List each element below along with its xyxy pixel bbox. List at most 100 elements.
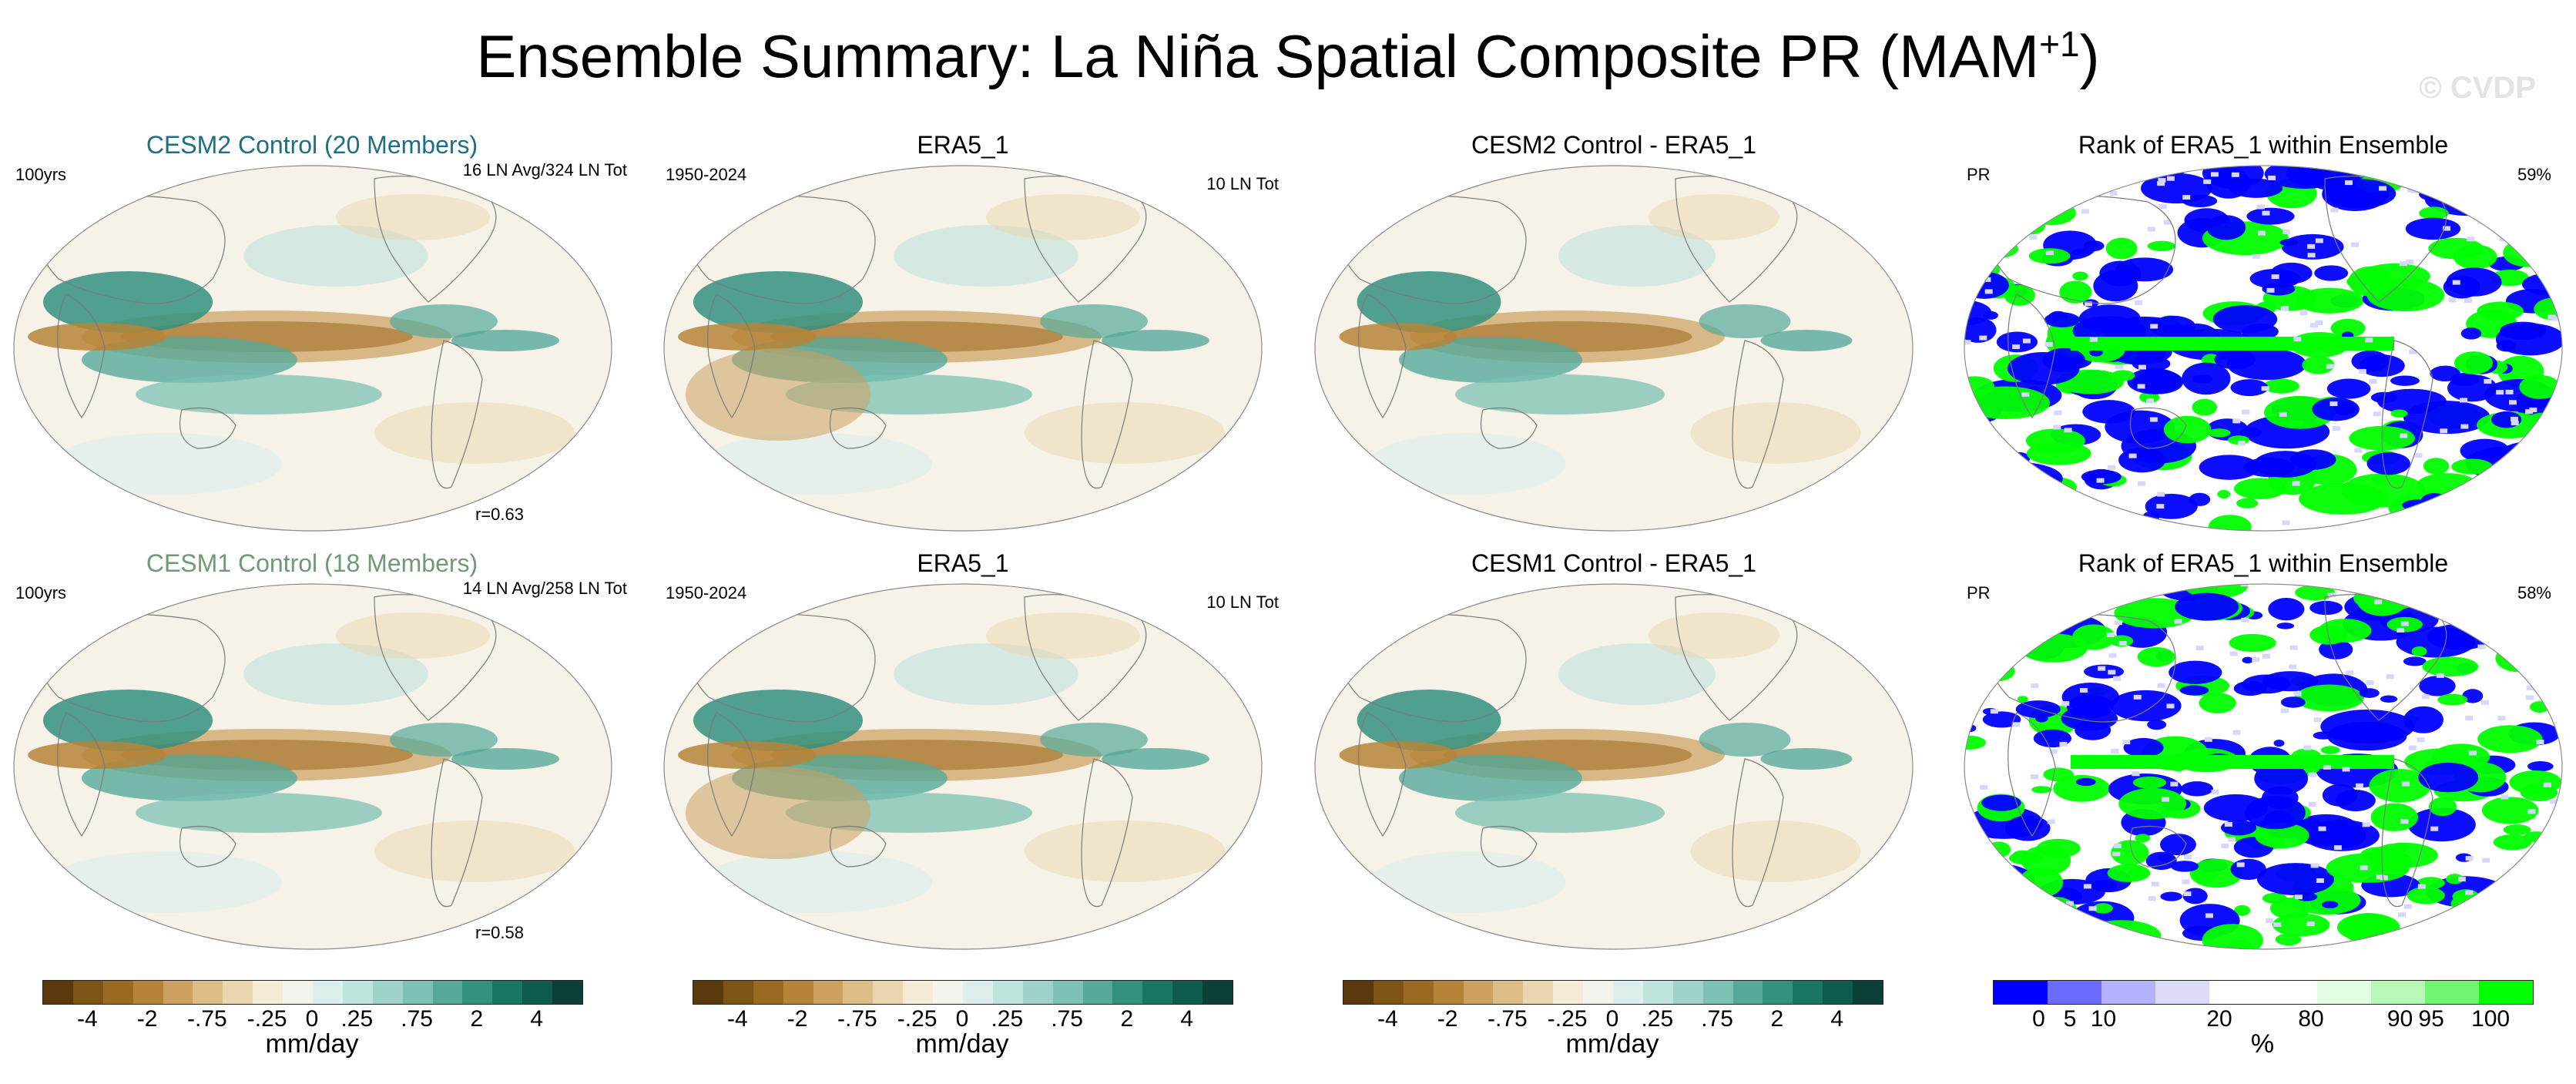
rank-blob [2206,215,2246,240]
panel-title-rank-era5: Rank of ERA5_1 within Ensemble [2078,131,2449,159]
rank-speck [1997,863,2005,868]
rank-blob [1964,595,1993,613]
rank-blob [2506,203,2552,233]
rank-blob [2028,911,2097,942]
rank-speck [2498,468,2507,474]
rank-blob [2323,179,2397,209]
precip-anomaly-patch [1369,851,1566,913]
colorbar-unit-label: mm/day [915,1029,1009,1059]
rank-blob [2359,688,2380,698]
rank-speck [1988,946,1997,949]
rank-speck [2380,875,2388,881]
rank-blob [2127,368,2182,394]
rank-blob [1991,901,2008,914]
precip-anomaly-patch [243,643,428,705]
rank-blob [2054,519,2095,531]
rank-speck [2332,426,2340,431]
rank-blob [2519,435,2562,463]
rank-blob [2059,280,2092,304]
rank-speck [2021,391,2030,397]
rank-speck [2345,180,2353,186]
rank-speck [2430,826,2439,831]
rank-blob [1964,300,1992,326]
rank-speck [2398,519,2407,524]
rank-blob [2477,301,2524,321]
panel-left-label: 1950-2024 [666,583,747,602]
rank-speck [1983,893,1991,898]
rank-speck [2497,716,2506,721]
rank-blob [2520,784,2558,801]
rank-speck [2044,342,2053,347]
rank-speck [2398,912,2407,918]
rank-blob [2118,787,2187,820]
rank-speck [2313,717,2322,723]
rank-blob [2272,913,2330,937]
rank-blob [2242,656,2254,664]
rank-speck [2550,799,2558,804]
rank-blob [2286,420,2305,428]
rank-speck [2330,207,2339,213]
colorbar-swatch [2101,981,2155,1004]
rank-speck [2461,603,2470,609]
precip-anomaly-patch [43,271,213,333]
colorbar-tick-label: 95 [2418,1006,2444,1032]
rank-blob [2132,584,2148,593]
rank-blob [2018,175,2080,203]
rank-speck [2496,390,2504,395]
rank-blob [2163,415,2212,444]
rank-blob [2132,356,2171,372]
rank-blob [2436,932,2474,949]
precip-anomaly-patch [1558,225,1716,287]
rank-speck [2526,686,2534,691]
precip-anomaly-patch [894,225,1078,287]
precip-anomaly-patch [1369,433,1566,495]
rank-speck [2525,498,2534,503]
precip-anomaly-patch [1690,821,1861,882]
rank-speck [2114,620,2122,626]
colorbar-ticks: -4 -2 -.75 -.25 0 .25 .75 2 4 [1343,1006,1882,1032]
colorbar-swatch [2155,981,2209,1004]
colorbar-swatch [1493,981,1524,1004]
rank-blob [2275,933,2302,946]
rank-speck [2327,592,2336,598]
rank-speck [2386,674,2394,680]
rank-speck [2545,599,2554,604]
rank-speck [2133,694,2142,700]
rank-blob [2460,327,2482,340]
rank-blob [2234,478,2286,500]
rank-blob [2516,192,2537,205]
rank-blob [2279,239,2299,247]
rank-blob [2027,904,2051,916]
rank-blob [2477,725,2543,753]
precip-anomaly-patch [1699,304,1791,338]
rank-blob [2320,746,2340,754]
map-frame [13,583,612,950]
rank-speck [2315,320,2323,325]
rank-blob [1989,209,2028,225]
colorbar-swatch [1523,981,1554,1004]
rank-blob [2028,248,2071,264]
rank-speck [2561,411,2562,416]
rank-speck [2505,389,2514,394]
precip-anomaly-patch [1649,194,1779,240]
coastline [1480,826,1538,868]
rank-blob [2011,850,2033,863]
rank-blob [1964,864,2035,895]
precip-anomaly-patch [1760,330,1853,351]
colorbar-swatch [193,981,223,1004]
rank-speck [2308,801,2316,807]
rank-blob [2527,428,2562,461]
rank-speck [2342,767,2350,772]
precip-anomaly-patch [1558,643,1716,705]
panel-title-cesm2-minus-era5: CESM2 Control - ERA5_1 [1471,131,1756,159]
rank-speck [2294,894,2303,900]
rank-speck [2224,821,2232,827]
coastline [179,408,236,449]
rank-speck [2307,243,2316,249]
rank-blob [2075,777,2096,787]
rank-speck [2465,715,2474,720]
precip-anomaly-patch [1357,690,1501,751]
rank-speck [2232,418,2241,424]
rank-speck [2018,501,2027,506]
colorbar-tick-label: 10 [2090,1006,2117,1032]
